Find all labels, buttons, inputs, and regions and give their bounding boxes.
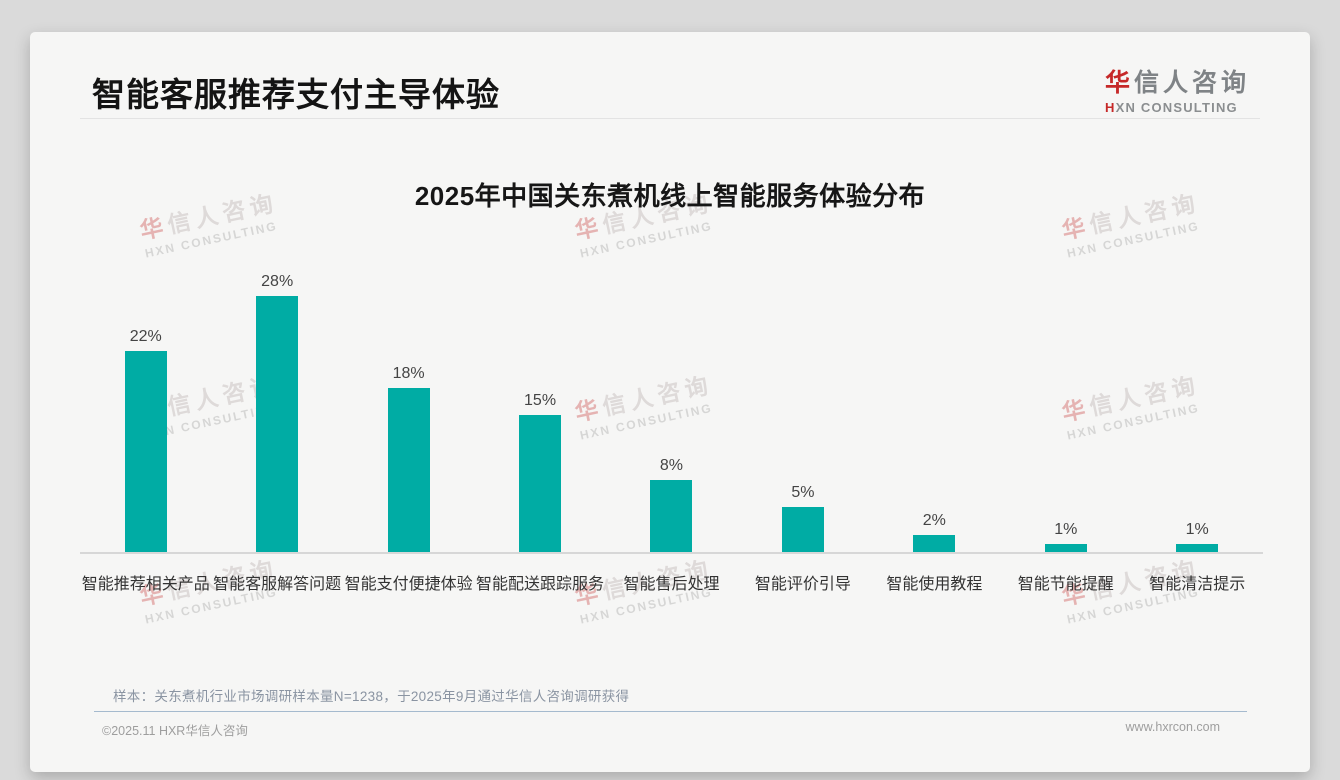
bar-column: 2% bbox=[869, 253, 1000, 553]
bar-chart: 22% 28% 18% 15% 8% 5% 2% 1% 1% bbox=[80, 253, 1263, 553]
bar-value-label: 18% bbox=[392, 365, 425, 382]
brand-logo-chinese-rest: 信人咨询 bbox=[1134, 69, 1251, 97]
brand-logo-english: HXN CONSULTING bbox=[1105, 100, 1250, 115]
website-text: www.hxrcon.com bbox=[1125, 720, 1220, 734]
bar-value-label: 1% bbox=[1185, 521, 1209, 538]
bar-category-label: 智能评价引导 bbox=[754, 576, 851, 593]
bar-column: 8% bbox=[606, 253, 737, 553]
sample-note: 样本：关东煮机行业市场调研样本量N=1238，于2025年9月通过华信人咨询调研… bbox=[113, 689, 630, 704]
bar-category-label: 智能使用教程 bbox=[886, 576, 983, 593]
bar bbox=[256, 296, 299, 553]
bar bbox=[387, 388, 430, 553]
bar-column: 22% bbox=[80, 253, 211, 553]
bar bbox=[124, 351, 167, 553]
bar-value-label: 1% bbox=[1054, 521, 1078, 538]
bar-column: 5% bbox=[737, 253, 868, 553]
bar-column: 15% bbox=[474, 253, 605, 553]
bar bbox=[650, 480, 693, 553]
bar-category-label: 智能节能提醒 bbox=[1017, 576, 1114, 593]
bar-category-label: 智能支付便捷体验 bbox=[344, 576, 473, 593]
footer-divider bbox=[94, 711, 1247, 712]
header-divider bbox=[80, 118, 1260, 119]
copyright-text: ©2025.11 HXR华信人咨询 bbox=[102, 724, 248, 738]
bar-column: 18% bbox=[343, 253, 474, 553]
bar-category-label: 智能清洁提示 bbox=[1149, 576, 1246, 593]
bar-category-label: 智能客服解答问题 bbox=[213, 576, 342, 593]
brand-logo-english-rest: XN CONSULTING bbox=[1115, 100, 1238, 115]
bar-value-label: 15% bbox=[524, 392, 557, 409]
bar-value-label: 8% bbox=[659, 457, 684, 474]
bar-column: 1% bbox=[1132, 253, 1263, 553]
bar-value-label: 2% bbox=[922, 512, 946, 529]
brand-logo-english-accent: H bbox=[1105, 100, 1116, 115]
bar bbox=[1044, 544, 1087, 553]
bar bbox=[781, 507, 824, 553]
page-title: 智能客服推荐支付主导体验 bbox=[92, 76, 500, 113]
slide-card: 华信人咨询 HXN CONSULTING 华信人咨询 HXN CONSULTING 华信… bbox=[30, 32, 1310, 772]
bar-category-label: 智能推荐相关产品 bbox=[81, 576, 210, 593]
bar bbox=[1176, 544, 1219, 553]
bar-column: 1% bbox=[1000, 253, 1131, 553]
bar-category-label: 智能售后处理 bbox=[623, 576, 720, 593]
brand-logo-chinese: 华信人咨询 bbox=[1105, 63, 1250, 99]
footer-row: ©2025.11 HXR华信人咨询 www.hxrcon.com bbox=[102, 720, 1220, 739]
brand-logo-chinese-accent: 华 bbox=[1105, 69, 1135, 97]
bar bbox=[913, 535, 956, 553]
chart-title: 2025年中国关东煮机线上智能服务体验分布 bbox=[414, 181, 926, 211]
x-axis-line bbox=[80, 552, 1263, 554]
brand-logo: 华信人咨询 HXN CONSULTING bbox=[1105, 63, 1250, 115]
bar-column: 28% bbox=[211, 253, 342, 553]
bar-value-label: 28% bbox=[261, 273, 294, 290]
bar bbox=[519, 415, 562, 553]
bar-value-label: 5% bbox=[791, 484, 815, 501]
category-labels-row: 智能推荐相关产品 智能客服解答问题 智能支付便捷体验 智能配送跟踪服务 智能售后处理 智能… bbox=[80, 554, 1263, 594]
bar-category-label: 智能配送跟踪服务 bbox=[476, 576, 605, 593]
bar-value-label: 22% bbox=[129, 328, 162, 345]
